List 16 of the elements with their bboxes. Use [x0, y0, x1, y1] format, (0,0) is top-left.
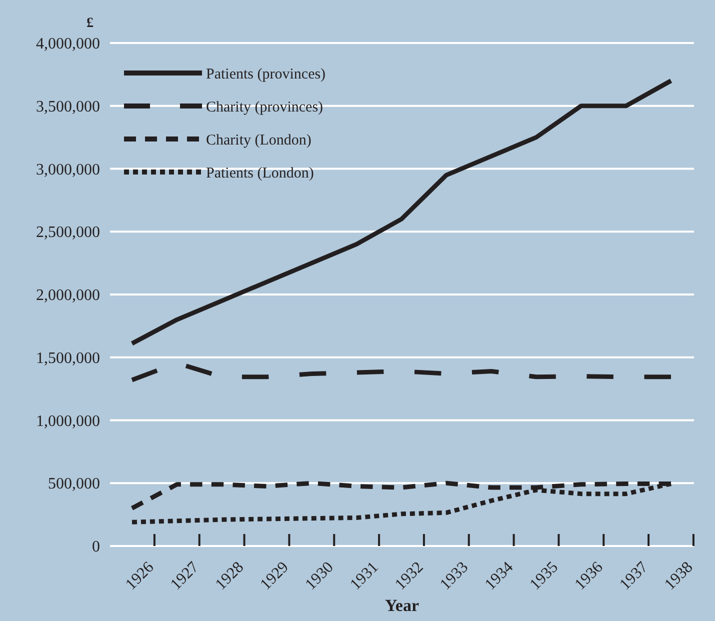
- y-tick-label: 1,000,000: [36, 412, 100, 430]
- y-tick-label: 500,000: [48, 476, 100, 493]
- y-tick-label: 2,500,000: [36, 224, 100, 242]
- legend-label: Charity (London): [206, 132, 312, 148]
- legend-label: Patients (provinces): [206, 66, 326, 82]
- y-tick-label: 1,500,000: [36, 350, 100, 367]
- x-tick-label: 1931: [347, 558, 382, 594]
- y-tick-label: 4,000,000: [36, 36, 100, 53]
- y-tick-label: 0: [92, 538, 100, 556]
- y-tick-label: 3,000,000: [36, 161, 100, 178]
- x-axis-title: Year: [385, 596, 420, 615]
- y-tick-label: 2,000,000: [36, 287, 100, 304]
- legend-label: Charity (provinces): [206, 99, 324, 116]
- legend-label: Patients (London): [206, 165, 314, 182]
- y-axis-title: £: [86, 16, 94, 31]
- y-tick-label: 3,500,000: [36, 98, 100, 116]
